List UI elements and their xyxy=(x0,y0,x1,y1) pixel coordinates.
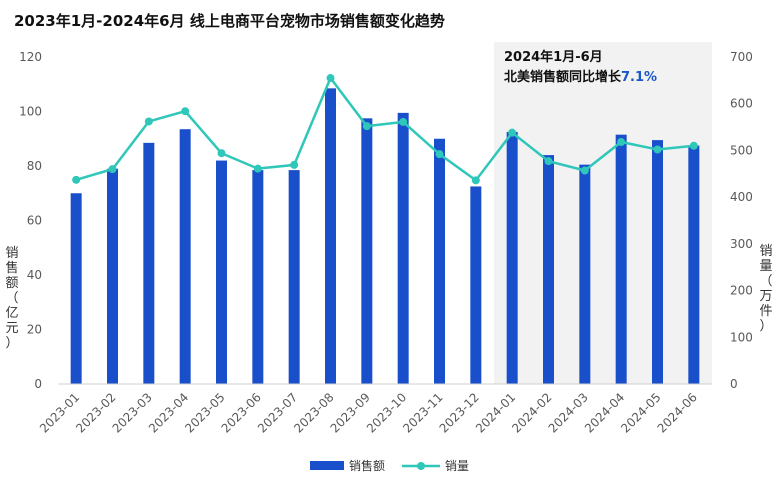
bar xyxy=(143,142,155,384)
line-series-path xyxy=(75,75,694,183)
line-point xyxy=(544,157,553,166)
bar xyxy=(579,164,591,384)
right-tick-label: 600 xyxy=(730,97,753,111)
right-tick-label: 0 xyxy=(730,377,738,391)
line-point xyxy=(326,74,335,83)
line-point xyxy=(217,149,226,158)
axis-label-char: 元 xyxy=(5,321,18,336)
left-tick-label: 80 xyxy=(27,159,42,173)
legend-line-label: 销量 xyxy=(445,459,469,473)
bar xyxy=(179,129,191,384)
bar xyxy=(70,193,82,384)
axis-label-char: ） xyxy=(759,319,772,334)
bar xyxy=(615,134,627,384)
line-point xyxy=(653,145,662,154)
legend-bar-label: 销售额 xyxy=(349,458,385,473)
highlight-note-prefix: 北美销售额同比增长 xyxy=(504,69,622,85)
left-tick-label: 100 xyxy=(19,105,42,119)
left-tick-label: 0 xyxy=(34,377,42,391)
right-tick-label: 500 xyxy=(730,143,753,157)
highlight-note-line1: 2024年1月-6月 xyxy=(504,49,603,65)
line-point xyxy=(471,176,480,185)
axis-label-char: 销 xyxy=(5,246,18,261)
axis-label-char: 售 xyxy=(5,260,18,276)
left-tick-label: 60 xyxy=(27,214,42,228)
line-point xyxy=(508,128,517,137)
bar xyxy=(107,168,118,384)
chart-title: 2023年1月-2024年6月 线上电商平台宠物市场销售额变化趋势 xyxy=(14,12,445,30)
line-point xyxy=(617,138,626,147)
axis-label-char: 额 xyxy=(5,276,18,291)
axis-label-char: （ xyxy=(759,274,772,289)
axis-label-char: 亿 xyxy=(5,306,18,321)
line-point xyxy=(435,150,444,159)
bar xyxy=(252,170,264,384)
line-point xyxy=(290,160,299,169)
bar xyxy=(397,112,409,385)
bar xyxy=(688,145,700,384)
bar xyxy=(434,138,445,384)
line-point xyxy=(144,117,153,126)
bar xyxy=(652,140,663,384)
line-point xyxy=(108,165,117,174)
legend: 销售额 销量 xyxy=(310,458,469,473)
axis-label-char: ） xyxy=(5,336,18,351)
highlight-note-value: 7.1% xyxy=(621,70,657,85)
left-tick-label: 120 xyxy=(19,50,42,64)
line-series-points xyxy=(72,74,698,185)
legend-line-marker xyxy=(417,462,425,470)
line-point xyxy=(399,117,408,126)
x-tick-label: 2024-06 xyxy=(655,390,700,435)
axis-label-char: 件 xyxy=(759,304,772,319)
bar-series xyxy=(70,88,700,385)
axis-label-char: 销 xyxy=(759,244,772,259)
line-point xyxy=(253,164,262,173)
right-tick-label: 400 xyxy=(730,190,753,204)
left-axis-label: 销售额（亿元） xyxy=(5,246,18,351)
highlight-note-line2: 北美销售额同比增长7.1% xyxy=(504,69,657,85)
line-point xyxy=(362,122,371,131)
axis-label-char: 量 xyxy=(759,259,772,274)
x-axis-ticks: 2023-012023-022023-032023-042023-052023-… xyxy=(37,390,700,435)
bar xyxy=(361,118,373,384)
bar xyxy=(216,160,227,384)
bar xyxy=(325,88,336,385)
bar xyxy=(506,131,518,384)
right-axis-label: 销量（万件） xyxy=(759,244,772,334)
line-point xyxy=(181,107,190,116)
right-tick-label: 700 xyxy=(730,50,753,64)
bar xyxy=(288,170,300,384)
left-tick-label: 20 xyxy=(27,323,42,337)
right-axis-ticks: 0 100 200 300 400 500 600 700 xyxy=(730,50,753,391)
axis-label-char: （ xyxy=(5,291,18,306)
bar xyxy=(470,186,482,384)
left-tick-label: 40 xyxy=(27,268,42,282)
right-tick-label: 100 xyxy=(730,330,753,344)
line-point xyxy=(72,175,81,184)
right-tick-label: 200 xyxy=(730,284,753,298)
bar xyxy=(543,155,554,384)
left-axis-ticks: 0 20 40 60 80 100 120 xyxy=(19,50,42,391)
line-point xyxy=(689,141,698,150)
legend-bar-swatch xyxy=(310,461,344,470)
highlight-region xyxy=(494,42,712,384)
line-point xyxy=(580,166,589,175)
axis-label-char: 万 xyxy=(759,289,772,304)
right-tick-label: 300 xyxy=(730,237,753,251)
